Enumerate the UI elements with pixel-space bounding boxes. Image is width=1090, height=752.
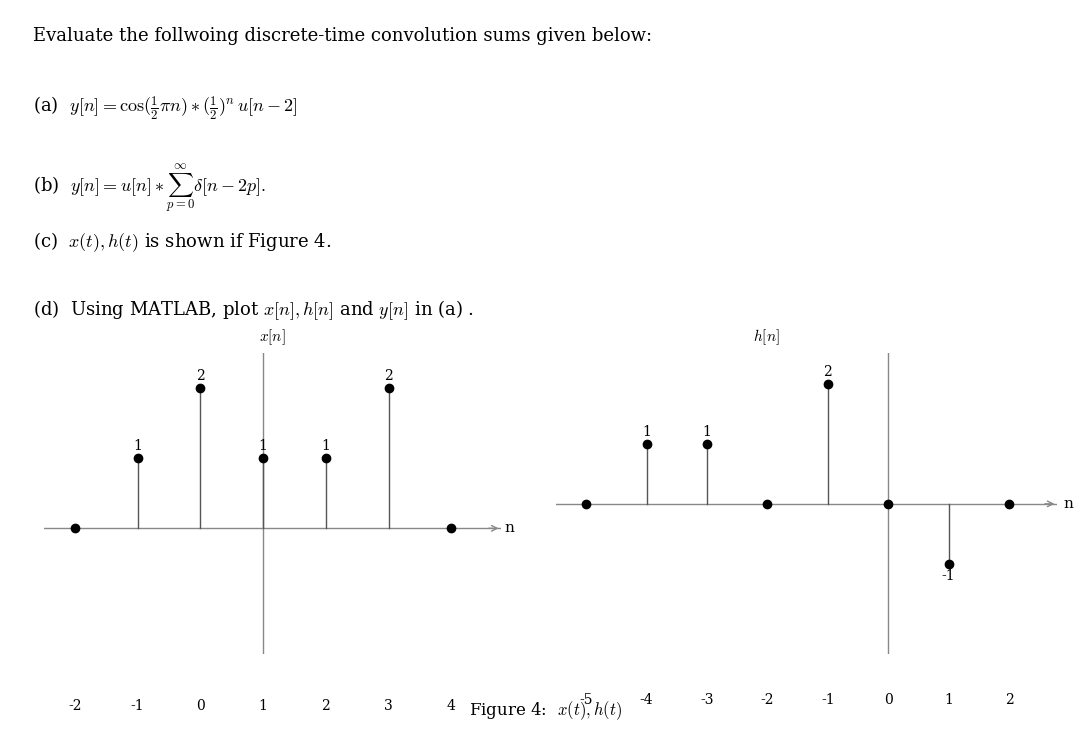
Text: 2: 2 — [1005, 693, 1014, 708]
Text: -1: -1 — [942, 569, 955, 583]
Text: (a)  $y[n] = \cos(\frac{1}{2}\pi n) * (\frac{1}{2})^{n}\, u[n-2]$: (a) $y[n] = \cos(\frac{1}{2}\pi n) * (\f… — [33, 95, 298, 122]
Text: 1: 1 — [258, 699, 267, 714]
Text: 1: 1 — [944, 693, 953, 708]
Text: 2: 2 — [322, 699, 330, 714]
Text: -2: -2 — [761, 693, 774, 708]
Text: -1: -1 — [821, 693, 835, 708]
Text: Figure 4:  $x(t), h(t)$: Figure 4: $x(t), h(t)$ — [469, 699, 621, 722]
Text: -5: -5 — [580, 693, 593, 708]
Text: (c)  $x(t), h(t)$ is shown if Figure 4.: (c) $x(t), h(t)$ is shown if Figure 4. — [33, 230, 331, 254]
Text: $h[n]$: $h[n]$ — [753, 328, 779, 347]
Text: 3: 3 — [384, 699, 392, 714]
Text: 1: 1 — [133, 438, 142, 453]
Text: 1: 1 — [322, 438, 330, 453]
Text: 0: 0 — [884, 693, 893, 708]
Text: Evaluate the follwoing discrete-time convolution sums given below:: Evaluate the follwoing discrete-time con… — [33, 27, 652, 45]
Text: -2: -2 — [69, 699, 82, 714]
Text: 1: 1 — [258, 438, 267, 453]
Text: 1: 1 — [702, 425, 712, 439]
Text: 1: 1 — [642, 425, 651, 439]
Text: 2: 2 — [384, 368, 392, 383]
Text: n: n — [1064, 497, 1074, 511]
Text: -4: -4 — [640, 693, 653, 708]
Text: -3: -3 — [700, 693, 714, 708]
Text: (d)  Using MATLAB, plot $x[n], h[n]$ and $y[n]$ in (a) .: (d) Using MATLAB, plot $x[n], h[n]$ and … — [33, 298, 474, 322]
Text: 2: 2 — [823, 365, 832, 379]
Text: 0: 0 — [196, 699, 205, 714]
Text: $x[n]$: $x[n]$ — [259, 328, 286, 347]
Text: n: n — [505, 521, 514, 535]
Text: -1: -1 — [131, 699, 145, 714]
Text: (b)  $y[n] = u[n] * \sum_{p=0}^{\infty} \delta[n - 2p].$: (b) $y[n] = u[n] * \sum_{p=0}^{\infty} \… — [33, 162, 266, 215]
Text: 2: 2 — [196, 368, 205, 383]
Text: 4: 4 — [447, 699, 456, 714]
